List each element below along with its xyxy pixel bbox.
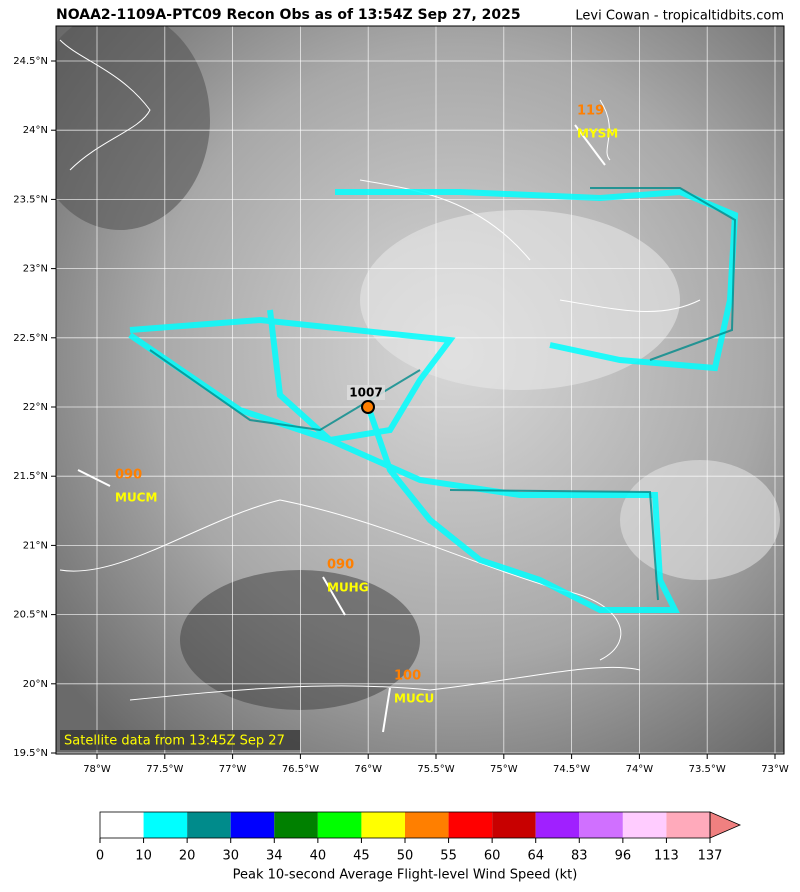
x-tick-label: 76°W [354, 764, 382, 775]
credit: Levi Cowan - tropicaltidbits.com [575, 9, 784, 24]
colorbar-tick-label: 96 [615, 849, 632, 864]
colorbar-segment [230, 812, 275, 838]
x-tick-label: 78°W [83, 764, 111, 775]
colorbar-tick-label: 30 [222, 849, 239, 864]
y-tick-label: 22.5°N [13, 333, 48, 344]
colorbar-tick-label: 50 [397, 849, 414, 864]
x-tick-label: 76.5°W [282, 764, 319, 775]
colorbar-segment [448, 812, 493, 838]
x-tick-label: 77.5°W [146, 764, 183, 775]
x-tick-label: 75°W [490, 764, 518, 775]
x-tick-label: 74.5°W [553, 764, 590, 775]
map-frame [55, 25, 785, 755]
center-pressure: 1007 [349, 386, 382, 400]
colorbar-tick-label: 137 [698, 849, 723, 864]
colorbar-tick-label: 113 [654, 849, 679, 864]
station-barb [574, 124, 606, 166]
x-tick-label: 73°W [761, 764, 789, 775]
y-tick-label: 23°N [23, 264, 48, 275]
y-tick-label: 24.5°N [13, 56, 48, 67]
title: NOAA2-1109A-PTC09 Recon Obs as of 13:54Z… [56, 7, 521, 23]
flight-track [128, 188, 739, 613]
station-id: MUCM [115, 491, 157, 505]
colorbar-tick-label: 20 [179, 849, 196, 864]
colorbar-segment [579, 812, 623, 838]
colorbar-tick-label: 60 [484, 849, 501, 864]
y-tick-label: 24°N [23, 125, 48, 136]
colorbar-segment [622, 812, 667, 838]
station-wind: 090 [115, 468, 142, 483]
x-tick-label: 77°W [219, 764, 247, 775]
satellite-note: Satellite data from 13:45Z Sep 27 [64, 734, 285, 749]
station-id: MUCU [394, 692, 434, 706]
colorbar-segment [666, 812, 710, 838]
x-tick-label: 74°W [626, 764, 654, 775]
station-id: MUHG [327, 581, 369, 595]
colorbar-segment [405, 812, 449, 838]
colorbar-tick-label: 55 [440, 849, 457, 864]
colorbar-segment [361, 812, 405, 838]
colorbar-segment [535, 812, 580, 838]
colorbar-tick-label: 64 [527, 849, 544, 864]
y-tick-label: 20.5°N [13, 610, 48, 621]
colorbar-segment [143, 812, 188, 838]
y-tick-label: 22°N [23, 402, 48, 413]
colorbar-tick-label: 83 [571, 849, 588, 864]
colorbar-segment [274, 812, 318, 838]
colorbar-tick-label: 10 [135, 849, 152, 864]
station-wind: 119 [577, 104, 604, 119]
colorbar-tick-label: 0 [96, 849, 104, 864]
station-wind: 100 [394, 669, 421, 684]
station-barb [77, 469, 111, 487]
imagery [56, 26, 780, 710]
y-tick-label: 21°N [23, 540, 48, 551]
colorbar-extend [709, 811, 742, 839]
station-id: MYSM [577, 127, 618, 141]
y-tick-label: 20°N [23, 679, 48, 690]
x-tick-label: 75.5°W [417, 764, 454, 775]
colorbar-tick-label: 40 [310, 849, 327, 864]
station-barb [382, 687, 391, 733]
y-tick-label: 21.5°N [13, 471, 48, 482]
note-box [60, 730, 300, 750]
grid [51, 26, 784, 759]
colorbar-segment [492, 812, 536, 838]
colorbar-tick-label: 45 [353, 849, 370, 864]
colorbar-segment [317, 812, 362, 838]
station-barb [322, 576, 346, 616]
x-tick-label: 73.5°W [689, 764, 726, 775]
y-tick-label: 23.5°N [13, 194, 48, 205]
station-wind: 090 [327, 558, 354, 573]
colorbar-segment [100, 812, 144, 838]
colorbar-label: Peak 10-second Average Flight-level Wind… [233, 868, 578, 883]
colorbar-tick-label: 34 [266, 849, 283, 864]
colorbar-segment [187, 812, 231, 838]
center-fix [361, 400, 375, 414]
y-tick-label: 19.5°N [13, 748, 48, 759]
pressure-box [347, 385, 385, 400]
